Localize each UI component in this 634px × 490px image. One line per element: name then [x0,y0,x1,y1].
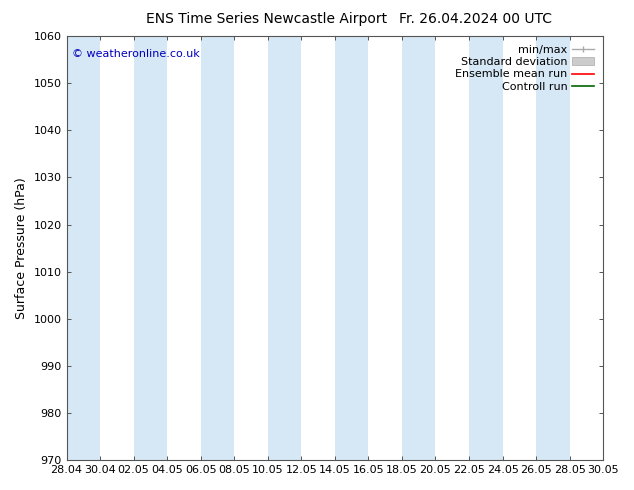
Text: © weatheronline.co.uk: © weatheronline.co.uk [72,49,200,59]
Bar [268,36,301,460]
Bar [67,36,100,460]
Bar [201,36,234,460]
Bar [335,36,368,460]
Text: ENS Time Series Newcastle Airport: ENS Time Series Newcastle Airport [146,12,387,26]
Bar [469,36,503,460]
Bar [134,36,167,460]
Legend: min/max, Standard deviation, Ensemble mean run, Controll run: min/max, Standard deviation, Ensemble me… [452,42,598,95]
Text: Fr. 26.04.2024 00 UTC: Fr. 26.04.2024 00 UTC [399,12,552,26]
Bar [402,36,436,460]
Bar [536,36,569,460]
Y-axis label: Surface Pressure (hPa): Surface Pressure (hPa) [15,177,28,319]
